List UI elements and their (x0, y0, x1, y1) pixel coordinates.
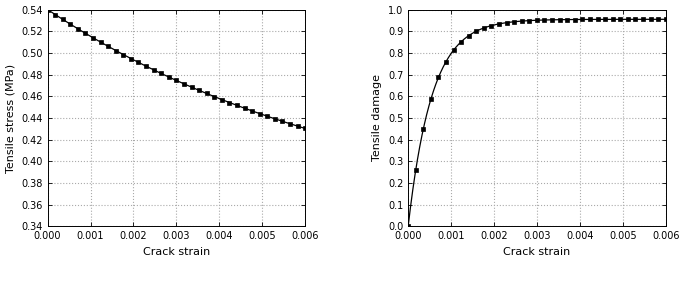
Y-axis label: Tensile stress (MPa): Tensile stress (MPa) (5, 63, 16, 173)
X-axis label: Crack strain: Crack strain (142, 247, 210, 257)
X-axis label: Crack strain: Crack strain (503, 247, 571, 257)
Y-axis label: Tensile damage: Tensile damage (373, 74, 382, 162)
